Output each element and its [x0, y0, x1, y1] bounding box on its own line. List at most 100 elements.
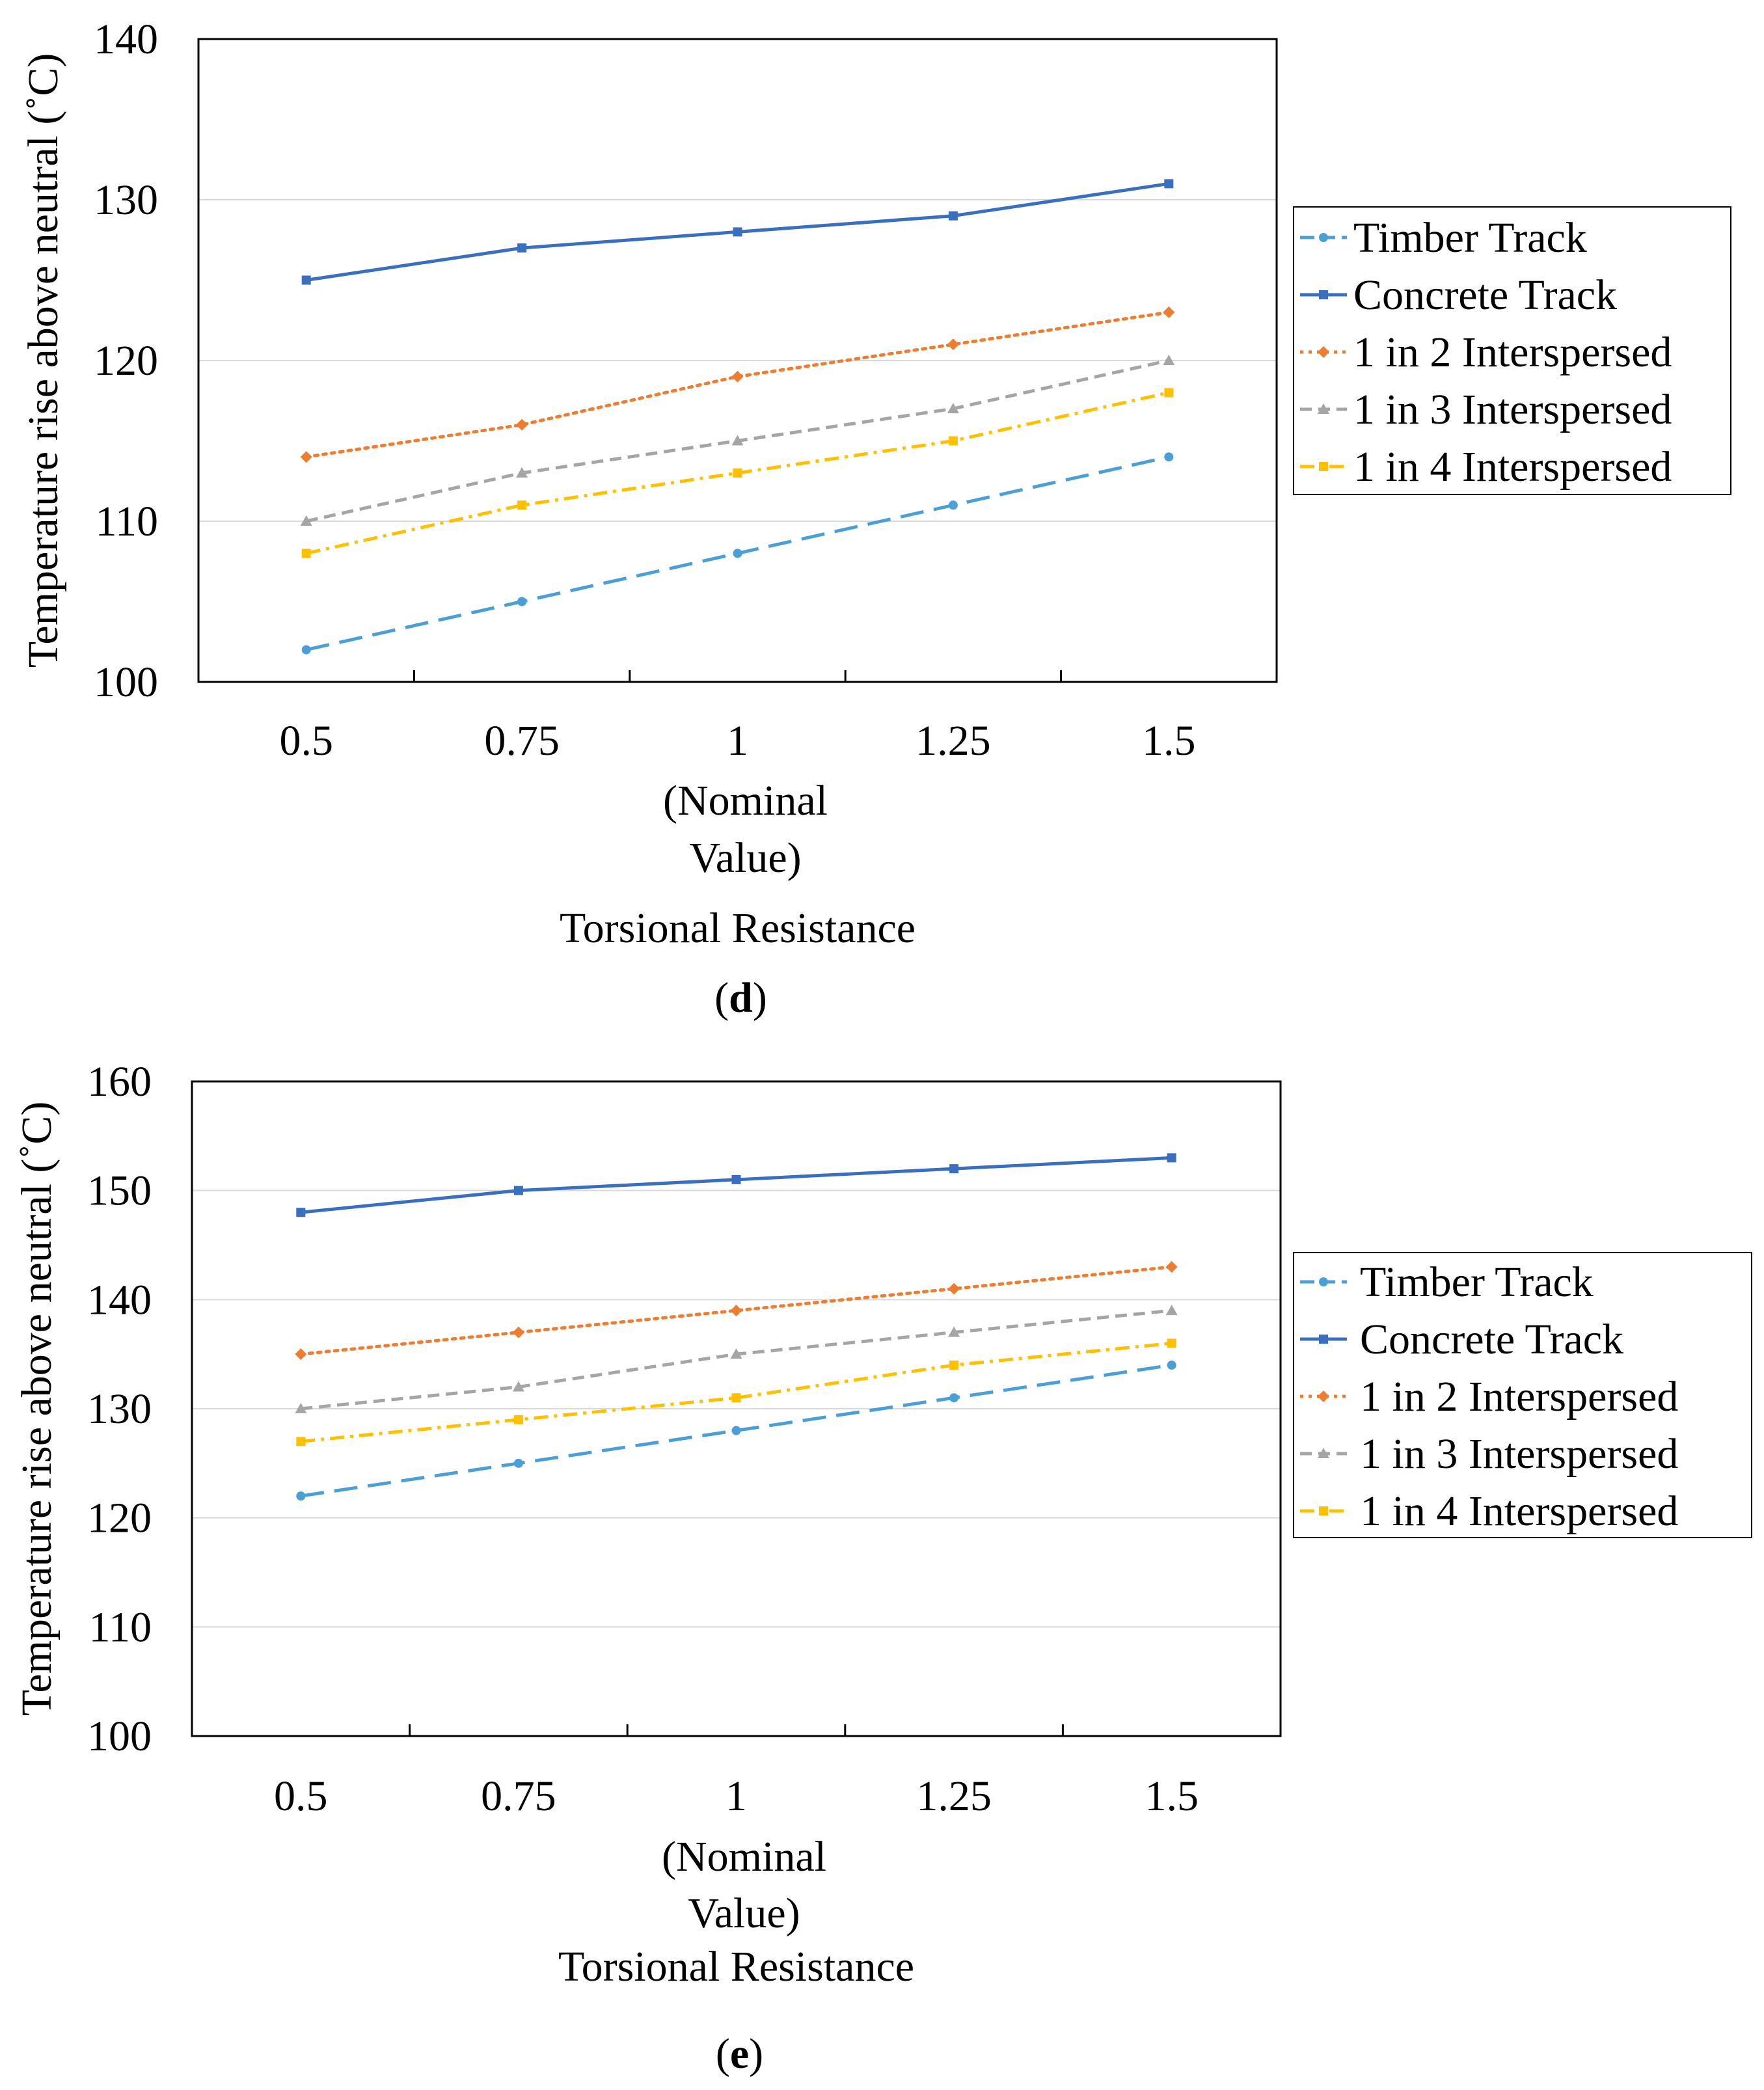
data-point	[947, 338, 959, 351]
legend-marker	[1319, 1335, 1328, 1344]
panel-label: (e)	[716, 2030, 763, 2078]
legend-item: Concrete Track	[1300, 271, 1617, 319]
data-point	[1163, 306, 1175, 318]
legend-item: 1 in 2 Interspersed	[1300, 329, 1672, 376]
chart-panel-d: 100 110 120 130 140 0.5 0.75 1 1.25 1.5 (Nominal Va…	[20, 16, 1731, 1022]
legend-item: 1 in 3 Interspersed	[1300, 386, 1672, 433]
legend-box	[1293, 1252, 1752, 1538]
x-tick-label: 1.5	[1142, 717, 1196, 765]
legend-label: 1 in 4 Interspersed	[1360, 1487, 1678, 1535]
data-point	[296, 1208, 306, 1217]
x-tick-label: 1.25	[916, 717, 991, 765]
legend-marker	[1318, 346, 1329, 358]
legend-marker	[1319, 1506, 1328, 1515]
x-tick-annotation: (Nominal	[662, 1833, 826, 1880]
legend-label: 1 in 3 Interspersed	[1360, 1430, 1678, 1478]
data-point	[513, 1186, 523, 1195]
data-point	[949, 1393, 959, 1403]
data-point	[1167, 1338, 1176, 1348]
legend-box	[1293, 206, 1731, 495]
data-point	[1165, 1261, 1178, 1273]
series-1-in-3-interspersed	[295, 1305, 1178, 1413]
y-tick-label: 100	[94, 658, 158, 706]
series-line	[299, 1265, 1174, 1356]
data-point	[301, 549, 311, 558]
legend: Timber Track Concrete Track 1 in 2 Intersp…	[1293, 206, 1731, 495]
x-tick-label: 0.5	[279, 717, 333, 765]
data-point	[301, 275, 311, 285]
data-point	[731, 1426, 741, 1435]
legend-item: Concrete Track	[1300, 1316, 1623, 1363]
data-point	[733, 468, 742, 478]
data-point	[512, 1326, 524, 1338]
data-point	[300, 515, 312, 526]
series-1-in-2-interspersed	[295, 1261, 1178, 1361]
legend: Timber Track Concrete Track 1 in 2 Intersp…	[1293, 1252, 1752, 1538]
legend-item: Timber Track	[1300, 214, 1587, 262]
series-1-in-2-interspersed	[300, 306, 1175, 463]
legend-marker	[1319, 233, 1328, 242]
data-point	[295, 1348, 307, 1361]
data-point	[947, 403, 959, 414]
legend-marker	[1318, 403, 1329, 414]
x-axis-title: Torsional Resistance	[558, 1943, 914, 1990]
y-axis-title: Temperature rise above neutral (˚C)	[13, 1102, 61, 1717]
data-point	[948, 1282, 960, 1295]
data-point	[948, 436, 958, 446]
data-point	[1167, 1360, 1176, 1370]
y-tick-label: 100	[87, 1713, 152, 1760]
x-tick-label: 1.25	[916, 1772, 992, 1820]
legend-marker	[1318, 1448, 1329, 1458]
y-tick-label: 160	[87, 1058, 152, 1106]
legend-label: 1 in 4 Interspersed	[1353, 443, 1672, 491]
data-point	[731, 1174, 741, 1184]
data-point	[516, 418, 528, 431]
y-tick-label: 120	[94, 337, 158, 385]
data-point	[1165, 1305, 1178, 1316]
data-point	[512, 1381, 524, 1392]
data-point	[1164, 452, 1174, 462]
legend-label: Concrete Track	[1353, 271, 1617, 319]
series-timber-track	[301, 452, 1174, 655]
data-point	[513, 1458, 523, 1468]
legend-marker	[1319, 1277, 1328, 1286]
legend-label: Concrete Track	[1360, 1316, 1623, 1363]
x-tick-label: 1	[727, 717, 748, 765]
data-point	[731, 370, 744, 383]
data-point	[948, 1326, 960, 1337]
series-1-in-4-interspersed	[296, 1338, 1176, 1446]
data-point	[301, 645, 311, 655]
legend-item: 1 in 4 Interspersed	[1300, 1487, 1678, 1535]
data-point	[1164, 179, 1174, 189]
legend-item: 1 in 3 Interspersed	[1300, 1430, 1678, 1478]
data-point	[948, 500, 958, 510]
x-tick-annotation: Value)	[689, 834, 801, 882]
plot-area	[191, 1080, 1282, 1737]
series-timber-track	[296, 1360, 1176, 1501]
legend-marker	[1319, 290, 1328, 299]
legend-item: Timber Track	[1300, 1258, 1594, 1306]
legend-marker	[1319, 462, 1328, 471]
data-point	[731, 435, 744, 446]
data-point	[1167, 1153, 1176, 1163]
y-tick-label: 140	[94, 16, 158, 63]
y-tick-label: 110	[88, 1603, 152, 1651]
data-point	[295, 1403, 307, 1413]
y-tick-label: 110	[95, 498, 158, 545]
chart-panel-e: 100 110 120 130 140 150 160 0.5 0.75 1 1.25 1.5 (Nom…	[13, 1058, 1752, 2078]
legend-label: 1 in 2 Interspersed	[1353, 329, 1672, 376]
data-point	[733, 227, 742, 237]
data-point	[949, 1164, 959, 1174]
data-point	[517, 500, 527, 510]
legend-label: 1 in 3 Interspersed	[1353, 386, 1672, 433]
data-point	[949, 1360, 959, 1370]
legend-item: 1 in 4 Interspersed	[1300, 443, 1672, 491]
plot-area	[197, 38, 1278, 683]
x-tick-label: 0.5	[274, 1772, 328, 1820]
x-tick-annotation: (Nominal	[663, 777, 828, 824]
data-point	[730, 1305, 742, 1317]
x-tick-annotation: Value)	[688, 1890, 800, 1937]
data-point	[517, 243, 527, 253]
data-point	[1163, 355, 1175, 365]
